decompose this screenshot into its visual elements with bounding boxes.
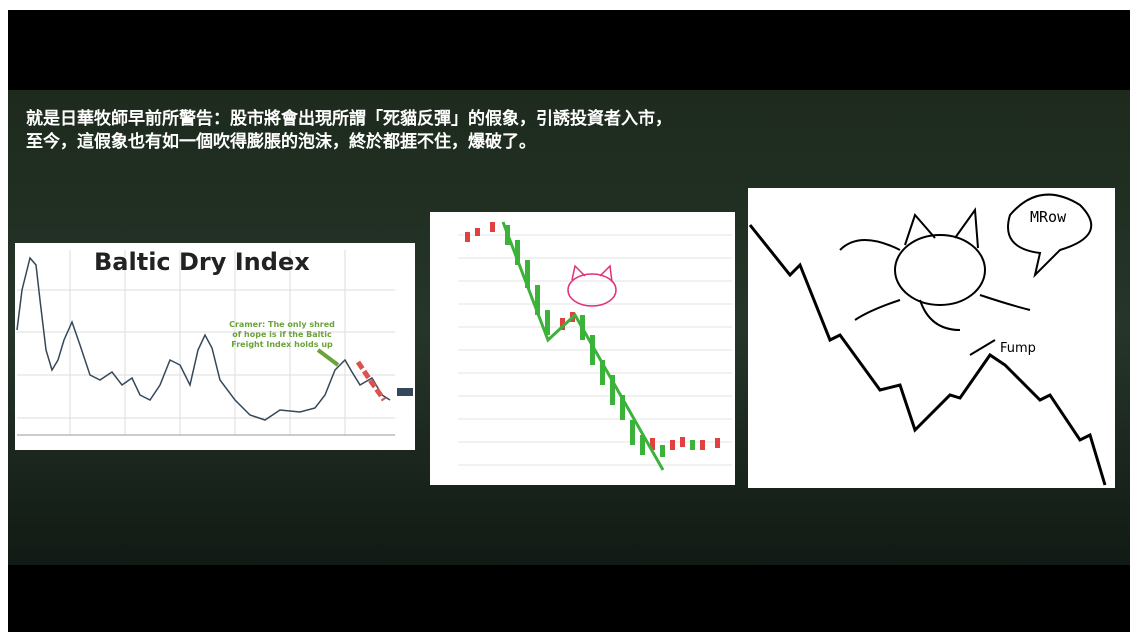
stock-chart-image [430,212,735,485]
caption-line: 至今，這假象也有如一個吹得膨脹的泡沫，終於都捱不住，爆破了。 [26,131,536,152]
annotation-line: of hope is if the Baltic [232,330,332,339]
annotation-line: Freight Index holds up [231,340,333,349]
annotation-line: Cramer: The only shred [229,320,335,329]
chart-title: Baltic Dry Index [94,248,310,276]
caption-line: 就是日華牧師早前所警告：股市將會出現所謂「死貓反彈」的假象，引誘投資者入市， [26,108,672,129]
sound-effect-text: Fump [1000,341,1036,356]
baltic-chart-image: Baltic Dry Index Cramer: The only shred … [15,243,415,450]
speech-text: MRow [1030,208,1067,226]
cartoon-image: MRow Fump [748,188,1115,488]
